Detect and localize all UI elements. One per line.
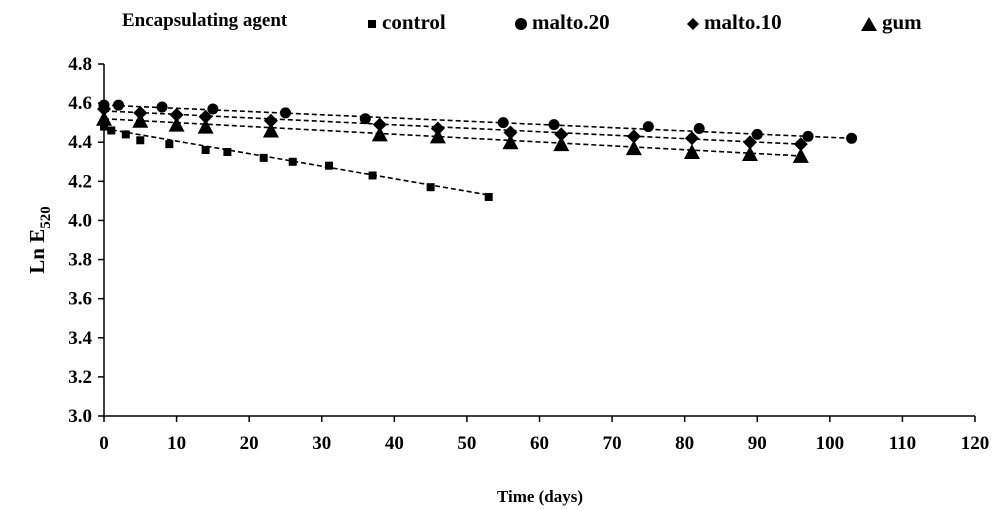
data-point-gum bbox=[132, 112, 149, 128]
data-point-control bbox=[484, 192, 493, 201]
x-tick-label: 50 bbox=[457, 433, 476, 454]
y-tick-label: 3.8 bbox=[68, 250, 92, 271]
legend-circle-marker-icon bbox=[515, 18, 527, 31]
legend-triangle-marker-icon bbox=[861, 17, 877, 32]
data-point-malto10 bbox=[503, 125, 518, 140]
data-point-gum bbox=[792, 147, 809, 163]
legend-label-malto10: malto.10 bbox=[704, 10, 782, 34]
data-point-malto10 bbox=[169, 107, 184, 122]
legend-item-malto20: malto.20 bbox=[514, 10, 610, 35]
data-point-gum bbox=[197, 118, 214, 134]
data-point-gum bbox=[553, 136, 570, 152]
data-point-control bbox=[368, 171, 377, 180]
data-point-control bbox=[259, 153, 268, 162]
x-tick-label: 40 bbox=[385, 433, 404, 454]
legend-item-malto10: malto.10 bbox=[686, 10, 782, 35]
legend-label-control: control bbox=[382, 10, 446, 34]
legend: Encapsulating agent control malto.20 mal… bbox=[0, 6, 998, 36]
data-point-control bbox=[201, 146, 210, 155]
data-point-malto20 bbox=[359, 113, 371, 125]
y-tick-label: 3.0 bbox=[68, 406, 92, 427]
x-tick-label: 110 bbox=[889, 433, 916, 454]
legend-label-gum: gum bbox=[882, 10, 922, 34]
data-point-control bbox=[288, 157, 297, 166]
data-point-malto20 bbox=[751, 128, 763, 140]
data-point-malto10 bbox=[97, 101, 111, 116]
y-axis-label: Ln E520 bbox=[25, 206, 54, 273]
data-point-gum bbox=[741, 145, 758, 161]
data-point-control bbox=[426, 183, 435, 192]
data-point-control bbox=[107, 126, 116, 135]
data-point-malto20 bbox=[156, 101, 168, 113]
data-point-malto20 bbox=[642, 121, 654, 133]
data-point-malto20 bbox=[113, 99, 125, 111]
legend-square-marker-icon bbox=[368, 20, 376, 29]
x-tick-label: 120 bbox=[961, 433, 990, 454]
data-point-malto20 bbox=[693, 123, 705, 135]
data-point-malto10 bbox=[554, 127, 569, 142]
data-point-gum bbox=[502, 134, 519, 150]
axes: 3.0 3.2 3.4 3.6 3.8 4.0 4.2 4.4 4.6 4.8 0 10 20 30 40 5… bbox=[68, 54, 989, 454]
data-point-gum bbox=[625, 140, 642, 156]
x-tick-label: 60 bbox=[530, 433, 549, 454]
data-point-malto10 bbox=[263, 113, 278, 128]
data-point-gum bbox=[168, 116, 185, 132]
y-axis-label-subscript: 520 bbox=[38, 206, 54, 229]
trendline-malto10 bbox=[103, 110, 801, 145]
data-point-gum bbox=[262, 122, 279, 138]
y-tick-label: 4.8 bbox=[68, 54, 92, 75]
legend-title: Encapsulating agent bbox=[122, 10, 288, 31]
data-point-malto10 bbox=[793, 137, 808, 152]
x-tick-label: 20 bbox=[240, 433, 259, 454]
data-point-control bbox=[100, 122, 108, 131]
data-point-gum bbox=[429, 128, 446, 144]
x-tick-label: 80 bbox=[675, 433, 694, 454]
legend-diamond-marker-icon bbox=[687, 18, 699, 31]
data-marks bbox=[96, 99, 858, 201]
trendline-gum bbox=[103, 117, 801, 157]
data-point-malto20 bbox=[802, 130, 814, 142]
data-point-control bbox=[165, 140, 174, 149]
data-point-malto20 bbox=[548, 119, 560, 131]
legend-item-control: control bbox=[366, 10, 446, 35]
y-axis-label-main: Ln E bbox=[25, 229, 49, 274]
x-tick-label: 10 bbox=[167, 433, 186, 454]
data-point-gum bbox=[371, 126, 388, 142]
x-tick-label: 100 bbox=[816, 433, 845, 454]
data-point-gum bbox=[683, 144, 700, 159]
y-tick-label: 3.2 bbox=[68, 367, 92, 388]
data-point-gum bbox=[96, 110, 112, 126]
x-tick-label: 30 bbox=[312, 433, 331, 454]
x-tick-label: 90 bbox=[748, 433, 767, 454]
data-point-malto10 bbox=[626, 129, 641, 144]
y-tick-label: 4.4 bbox=[68, 132, 92, 153]
data-point-malto10 bbox=[198, 109, 213, 124]
data-point-malto10 bbox=[684, 131, 699, 146]
y-tick-label: 3.4 bbox=[68, 328, 92, 349]
data-point-control bbox=[136, 136, 145, 145]
x-axis-label: Time (days) bbox=[497, 487, 583, 506]
data-point-control bbox=[223, 148, 232, 156]
y-tick-label: 3.6 bbox=[68, 289, 92, 310]
data-point-control bbox=[121, 130, 130, 139]
legend-label-malto20: malto.20 bbox=[532, 10, 610, 34]
x-tick-label: 70 bbox=[603, 433, 622, 454]
data-point-malto20 bbox=[279, 107, 291, 119]
y-tick-label: 4.6 bbox=[68, 93, 92, 114]
data-point-malto20 bbox=[497, 117, 509, 129]
legend-item-gum: gum bbox=[860, 10, 922, 35]
data-point-malto10 bbox=[372, 117, 387, 132]
data-point-malto20 bbox=[207, 103, 219, 115]
x-tick-label: 0 bbox=[99, 433, 109, 454]
data-point-malto20 bbox=[846, 132, 858, 144]
data-point-control bbox=[325, 161, 334, 170]
trendlines bbox=[103, 104, 852, 196]
data-point-malto10 bbox=[742, 135, 757, 150]
trendline-malto20 bbox=[103, 104, 852, 140]
y-tick-label: 4.2 bbox=[68, 171, 92, 192]
y-tick-label: 4.0 bbox=[68, 210, 92, 231]
